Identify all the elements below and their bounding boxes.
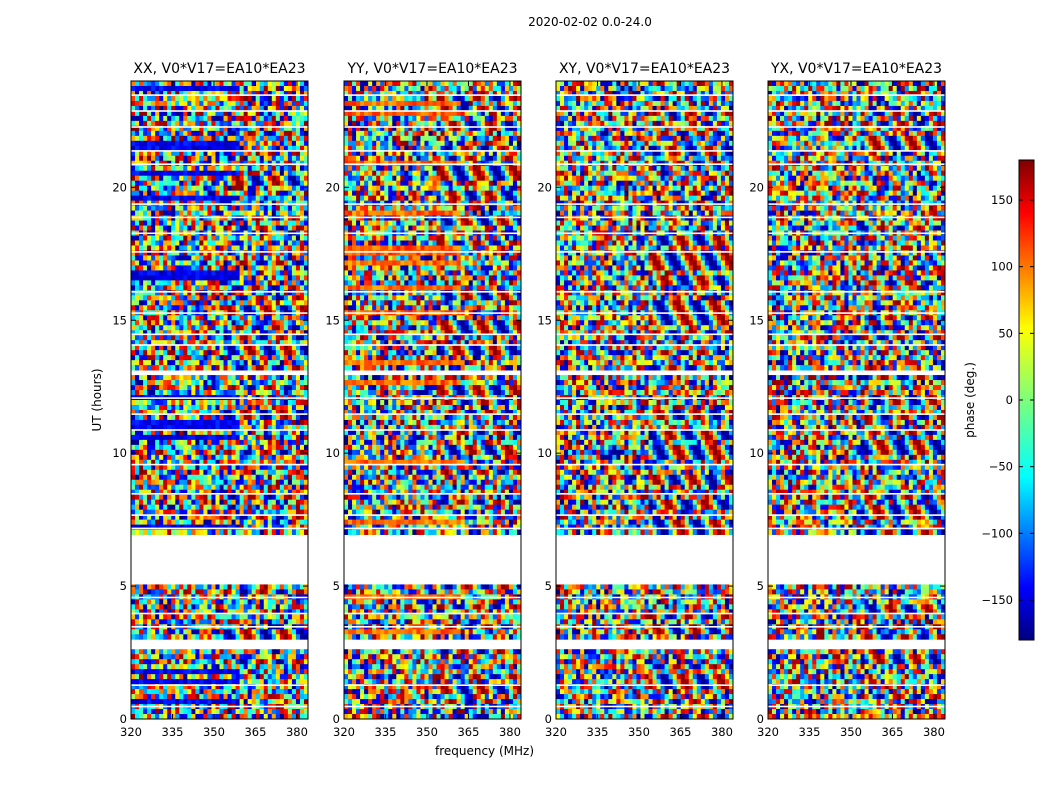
y-tick-label: 10 [325, 446, 340, 460]
x-tick-label: 320 [120, 725, 142, 739]
x-tick-label: 320 [333, 725, 355, 739]
panel-3-title: XY, V0*V17=EA10*EA23 [559, 61, 730, 77]
y-tick-label: 0 [545, 712, 552, 726]
colorbar-tick-label: 0 [1006, 393, 1013, 407]
y-tick-label: 5 [545, 579, 552, 593]
x-axis-label: frequency (MHz) [435, 744, 534, 758]
y-tick-label: 0 [120, 712, 127, 726]
panel-4: YX, V0*V17=EA10*EA23 320 335 350 365 380 0 5 10 1… [749, 61, 946, 739]
y-tick-label: 15 [537, 313, 552, 327]
y-tick-label: 5 [120, 579, 127, 593]
figure-suptitle: 2020-02-02 0.0-24.0 [528, 15, 652, 29]
panel-2-waterfall [344, 81, 521, 719]
y-tick-label: 15 [325, 313, 340, 327]
panel-1: XX, V0*V17=EA10*EA23 320 335 350 365 380 0 5 10 1… [112, 61, 309, 739]
x-tick-label: 365 [881, 725, 903, 739]
y-tick-label: 15 [112, 313, 127, 327]
y-tick-label: 0 [757, 712, 764, 726]
y-tick-label: 20 [325, 180, 340, 194]
y-tick-label: 5 [333, 579, 340, 593]
x-tick-label: 350 [840, 725, 862, 739]
y-axis-label: UT (hours) [90, 368, 104, 431]
x-tick-label: 335 [799, 725, 821, 739]
x-tick-label: 380 [711, 725, 733, 739]
x-tick-label: 335 [375, 725, 397, 739]
panel-1-title: XX, V0*V17=EA10*EA23 [133, 61, 305, 77]
x-tick-label: 335 [162, 725, 184, 739]
x-tick-label: 350 [416, 725, 438, 739]
panel-3-waterfall [556, 81, 733, 719]
colorbar-tick-label: 50 [998, 326, 1013, 340]
panel-4-waterfall [768, 81, 945, 719]
y-tick-label: 20 [537, 180, 552, 194]
panels-group: XX, V0*V17=EA10*EA23 320 335 350 365 380 0 5 10 1… [112, 61, 946, 758]
x-tick-label: 350 [628, 725, 650, 739]
panel-1-waterfall [131, 81, 308, 719]
panel-2-title: YY, V0*V17=EA10*EA23 [346, 61, 517, 77]
y-tick-label: 0 [333, 712, 340, 726]
panel-4-title: YX, V0*V17=EA10*EA23 [770, 61, 942, 77]
x-tick-label: 365 [457, 725, 479, 739]
y-tick-label: 10 [537, 446, 552, 460]
x-tick-label: 350 [203, 725, 225, 739]
panel-4-frame [767, 80, 946, 720]
x-tick-label: 380 [923, 725, 945, 739]
y-tick-label: 10 [749, 446, 764, 460]
colorbar: −150 −100 −50 0 50 100 150 phase (deg.) [963, 159, 1035, 641]
colorbar-tick-label: −150 [981, 593, 1013, 607]
x-tick-label: 380 [499, 725, 521, 739]
y-tick-label: 20 [749, 180, 764, 194]
y-tick-label: 15 [749, 313, 764, 327]
x-tick-label: 320 [545, 725, 567, 739]
panel-3-frame [555, 80, 734, 720]
x-tick-label: 320 [757, 725, 779, 739]
colorbar-ticks: −150 −100 −50 0 50 100 150 [981, 193, 1034, 607]
x-tick-label: 335 [587, 725, 609, 739]
x-tick-label: 365 [244, 725, 266, 739]
panel-2: YY, V0*V17=EA10*EA23 320 335 350 365 380 0 5 10 1… [325, 61, 534, 758]
colorbar-label: phase (deg.) [963, 362, 977, 438]
y-tick-label: 20 [112, 180, 127, 194]
panel-2-frame [343, 80, 522, 720]
x-tick-label: 365 [669, 725, 691, 739]
panel-3: XY, V0*V17=EA10*EA23 320 335 350 365 380 0 5 10 1… [537, 61, 734, 739]
panel-1-frame [130, 80, 309, 720]
colorbar-tick-label: −100 [981, 526, 1013, 540]
y-tick-label: 5 [757, 579, 764, 593]
colorbar-tick-label: −50 [989, 460, 1013, 474]
y-tick-label: 10 [112, 446, 127, 460]
x-tick-label: 380 [286, 725, 308, 739]
colorbar-tick-label: 100 [991, 260, 1013, 274]
colorbar-tick-label: 150 [991, 193, 1013, 207]
